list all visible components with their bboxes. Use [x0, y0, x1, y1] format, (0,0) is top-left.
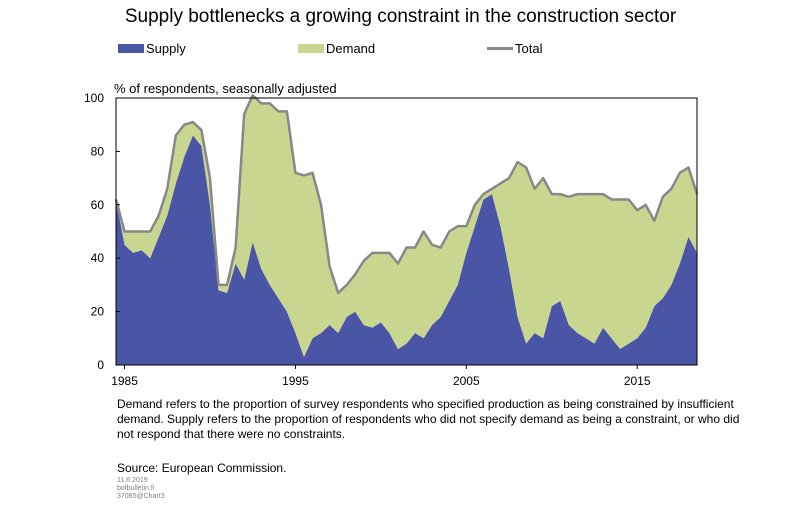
legend-label-total: Total — [515, 41, 543, 56]
y-tick-label: 80 — [91, 144, 105, 158]
series-demand-area — [116, 95, 697, 357]
site-name: bofbulletin.fi — [117, 485, 155, 492]
chart-title: Supply bottlenecks a growing constraint … — [124, 6, 677, 27]
series-supply-area — [116, 135, 697, 365]
y-tick-label: 0 — [97, 358, 104, 372]
legend-swatch-supply — [118, 44, 144, 53]
y-tick-label: 60 — [91, 198, 105, 212]
y-tick-label: 20 — [91, 305, 105, 319]
chart-code: 37085@Chart3 — [117, 493, 165, 500]
footnote: Demand refers to the proportion of surve… — [117, 397, 740, 441]
plot-frame — [115, 97, 698, 366]
series-total-line — [114, 94, 699, 295]
publish-date: 11.6.2019 — [117, 477, 148, 484]
legend-item-demand: Demand — [298, 41, 375, 56]
legend-item-supply: Supply — [118, 41, 186, 56]
x-tick-label: 2005 — [453, 374, 480, 388]
y-tick-label: 100 — [84, 91, 104, 105]
legend-item-total: Total — [487, 41, 542, 56]
plot-layer — [114, 94, 699, 365]
legend-label-demand: Demand — [326, 41, 376, 56]
chart-area: 0 20 40 60 80 100 1985 1995 2005 2015 — [84, 91, 699, 388]
y-tick-label: 40 — [91, 251, 105, 265]
x-tick-label: 1995 — [282, 374, 309, 388]
legend-swatch-demand — [298, 44, 324, 53]
x-tick-label: 1985 — [111, 374, 138, 388]
legend-swatch-total — [487, 47, 513, 50]
y-axis: 0 20 40 60 80 100 — [84, 91, 120, 372]
x-axis: 1985 1995 2005 2015 — [111, 365, 651, 388]
source-text: Source: European Commission. — [117, 461, 287, 475]
legend: Supply Demand Total — [0, 41, 801, 59]
y-axis-label: % of respondents, seasonally adjusted — [114, 81, 337, 96]
legend-label-supply: Supply — [146, 41, 186, 56]
x-tick-label: 2015 — [624, 374, 651, 388]
